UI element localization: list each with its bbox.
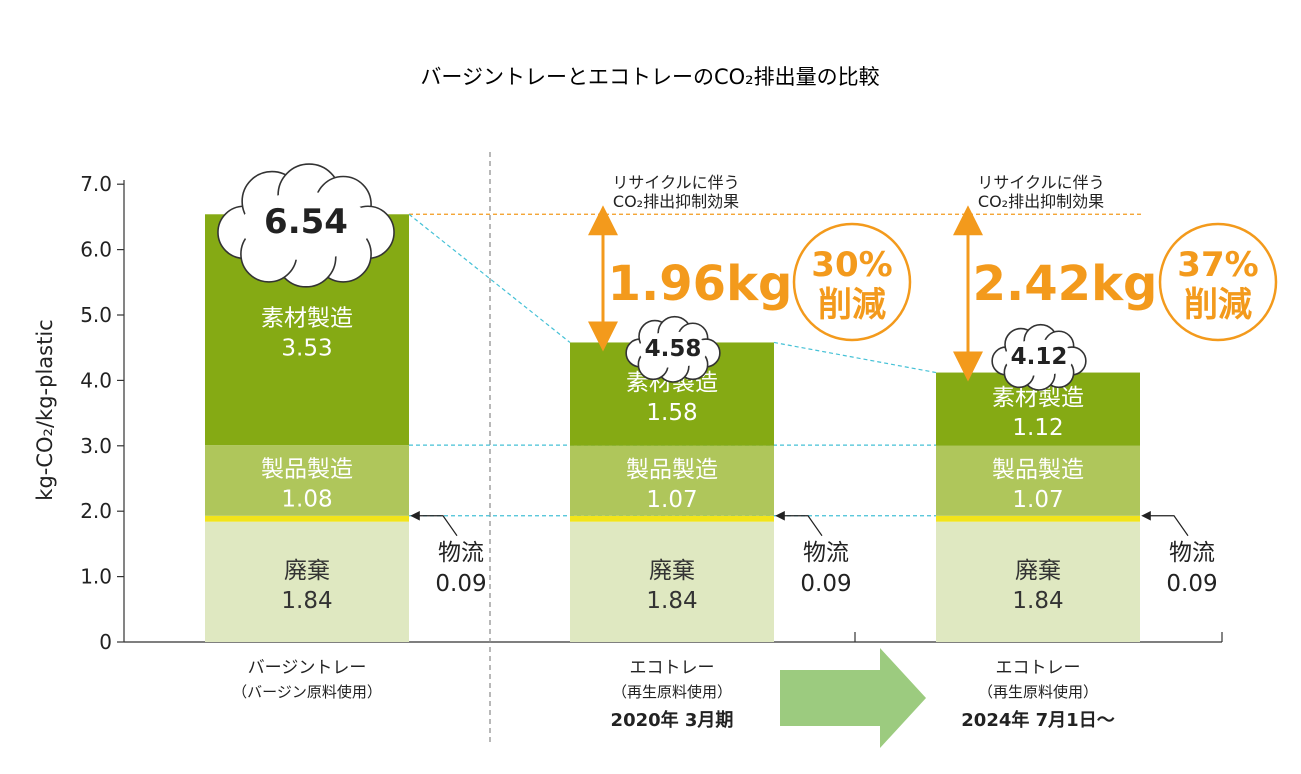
product-segment (936, 445, 1140, 516)
segment-value: 1.84 (646, 588, 697, 614)
logistics-value: 0.09 (435, 571, 486, 597)
category-name: バージントレー (248, 658, 367, 678)
segment-value: 1.84 (1012, 588, 1063, 614)
waste-segment (936, 521, 1140, 642)
effect-caption: リサイクルに伴う (977, 173, 1104, 192)
logistics-pointer (775, 510, 823, 537)
y-tick-label: 7.0 (80, 172, 112, 196)
logistics-segment (936, 515, 1140, 522)
waste-segment (570, 521, 774, 642)
category-name: エコトレー (996, 658, 1081, 678)
waste-segment (205, 521, 409, 642)
category-date: 2024年 7月1日〜 (961, 709, 1114, 731)
cloud-fill (638, 331, 708, 368)
total-bubble (217, 163, 395, 288)
logistics-pointer (410, 510, 458, 537)
segment-value: 3.53 (281, 336, 332, 362)
segment-name: 製品製造 (626, 457, 718, 483)
reduction-label: 削減 (818, 285, 886, 325)
y-tick-label: 6.0 (80, 238, 112, 262)
logistics-value: 0.09 (1166, 571, 1217, 597)
segment-value: 1.07 (646, 487, 697, 513)
logistics-segment (570, 515, 774, 522)
logistics-value: 0.09 (800, 571, 851, 597)
effect-caption: CO₂排出抑制効果 (978, 192, 1104, 211)
segment-name: 廃棄 (284, 558, 330, 584)
y-tick-label: 1.0 (80, 565, 112, 589)
effect-caption: CO₂排出抑制効果 (613, 192, 739, 211)
total-bubble (625, 315, 721, 383)
cloud-fill (1004, 339, 1074, 376)
category-date: 2020年 3月期 (611, 709, 734, 731)
reduction-amount: 2.42kg (973, 256, 1158, 312)
category-subtitle: （バージン原料使用） (232, 683, 382, 701)
cloud-fill (240, 192, 372, 261)
segment-name: 廃棄 (649, 558, 695, 584)
category-subtitle: （再生原料使用） (978, 683, 1098, 701)
category-name: エコトレー (630, 658, 715, 678)
logistics-name: 物流 (803, 540, 849, 566)
total-label: 4.58 (645, 336, 702, 362)
category-subtitle: （再生原料使用） (612, 683, 732, 701)
segment-value: 1.12 (1012, 415, 1063, 441)
product-segment (205, 445, 409, 516)
y-tick-label: 0 (99, 630, 112, 654)
total-bubble (991, 323, 1087, 391)
total-label: 6.54 (264, 202, 348, 242)
reduction-badge (1158, 222, 1278, 342)
chart-title: バージントレーとエコトレーのCO₂排出量の比較 (420, 65, 879, 89)
segment-value: 1.08 (281, 486, 332, 512)
y-tick-label: 3.0 (80, 434, 112, 458)
reduction-amount: 1.96kg (608, 256, 793, 312)
segment-name: 素材製造 (261, 306, 353, 332)
segment-name: 製品製造 (261, 456, 353, 482)
connector-line (408, 213, 571, 343)
progression-arrow (780, 648, 926, 748)
reduction-badge (792, 222, 912, 342)
segment-value: 1.07 (1012, 487, 1063, 513)
logistics-name: 物流 (438, 540, 484, 566)
total-label: 4.12 (1011, 344, 1068, 370)
product-segment (570, 445, 774, 516)
reduction-percent: 37% (1177, 245, 1258, 285)
reduction-percent: 30% (811, 245, 892, 285)
y-axis-label: kg-CO₂/kg-plastic (33, 319, 57, 500)
effect-caption: リサイクルに伴う (612, 173, 739, 192)
connector-line (773, 341, 937, 374)
logistics-pointer (1141, 510, 1189, 537)
logistics-name: 物流 (1169, 540, 1215, 566)
segment-value: 1.84 (281, 588, 332, 614)
segment-name: 製品製造 (992, 457, 1084, 483)
y-tick-label: 2.0 (80, 499, 112, 523)
y-tick-label: 5.0 (80, 303, 112, 327)
logistics-segment (205, 515, 409, 522)
y-tick-label: 4.0 (80, 368, 112, 392)
reduction-label: 削減 (1184, 285, 1252, 325)
segment-name: 廃棄 (1015, 558, 1061, 584)
segment-value: 1.58 (646, 400, 697, 426)
